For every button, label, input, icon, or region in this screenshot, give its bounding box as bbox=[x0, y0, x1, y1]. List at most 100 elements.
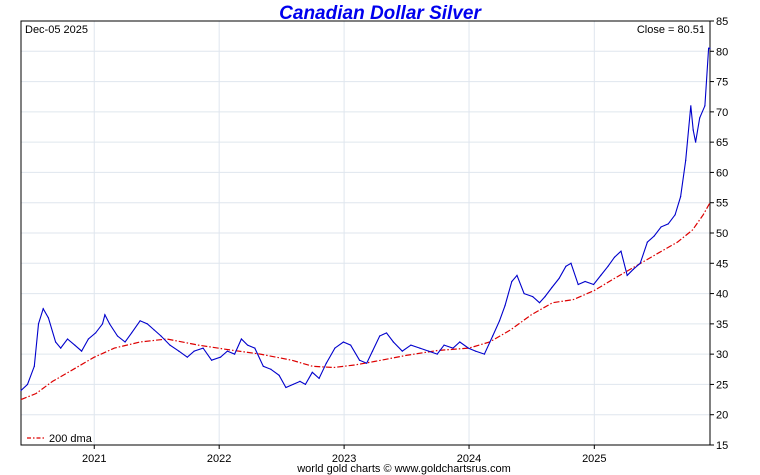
price-point bbox=[410, 344, 412, 346]
price-point bbox=[577, 283, 579, 286]
x-tick-label: 2021 bbox=[82, 453, 106, 465]
y-axis: 15 20 25 30 35 40 45 50 55 60 65 70 75 80 85 bbox=[710, 16, 728, 452]
price-point bbox=[660, 226, 662, 228]
y-tick-label: 75 bbox=[716, 77, 728, 89]
price-point bbox=[639, 262, 641, 264]
y-tick-label: 15 bbox=[716, 440, 728, 452]
price-point bbox=[270, 368, 272, 370]
price-point bbox=[685, 159, 687, 161]
price-point bbox=[708, 47, 710, 49]
price-point bbox=[704, 105, 706, 107]
y-tick-label: 65 bbox=[716, 137, 728, 149]
series-200-dma-line bbox=[20, 202, 711, 401]
price-point bbox=[695, 141, 697, 143]
price-point bbox=[385, 332, 388, 334]
price-point bbox=[366, 362, 368, 364]
price-point bbox=[443, 344, 445, 346]
price-point bbox=[33, 365, 35, 367]
price-point bbox=[620, 250, 622, 252]
y-tick-label: 20 bbox=[716, 410, 728, 422]
price-point bbox=[153, 329, 155, 331]
price-point bbox=[428, 350, 430, 352]
price-point bbox=[130, 332, 133, 334]
price-point bbox=[690, 105, 692, 107]
price-point bbox=[311, 371, 313, 373]
price-point bbox=[692, 129, 694, 131]
price-point bbox=[87, 338, 90, 340]
price-point bbox=[436, 353, 438, 355]
price-point bbox=[139, 320, 141, 322]
price-point bbox=[558, 277, 560, 280]
price-point bbox=[211, 359, 213, 361]
legend-label-200-dma: 200 dma bbox=[49, 433, 93, 445]
price-point bbox=[551, 286, 553, 289]
price-point bbox=[709, 47, 711, 49]
price-point bbox=[66, 338, 69, 340]
x-tick-label: 2024 bbox=[457, 453, 481, 465]
grid-lines bbox=[21, 20, 710, 446]
price-point bbox=[278, 374, 280, 376]
y-tick-label: 40 bbox=[716, 289, 728, 301]
price-point bbox=[146, 323, 148, 325]
price-point bbox=[538, 302, 541, 304]
price-point bbox=[262, 365, 264, 367]
price-point bbox=[342, 341, 345, 343]
price-point bbox=[646, 241, 648, 243]
price-point bbox=[607, 265, 609, 267]
x-axis: 2021 2022 2023 2024 2025 bbox=[82, 445, 607, 465]
price-point bbox=[511, 280, 513, 283]
date-label: Dec-05 2025 bbox=[25, 24, 88, 36]
price-point bbox=[452, 347, 454, 349]
price-point bbox=[193, 350, 195, 352]
price-points bbox=[20, 47, 711, 392]
price-point bbox=[600, 274, 602, 276]
y-tick-label: 45 bbox=[716, 258, 728, 270]
price-point bbox=[516, 274, 518, 276]
price-point bbox=[37, 323, 40, 325]
price-point bbox=[20, 389, 22, 392]
price-point bbox=[186, 356, 188, 358]
price-point bbox=[419, 347, 421, 349]
price-point bbox=[169, 344, 171, 346]
price-point bbox=[379, 335, 381, 337]
price-point bbox=[160, 335, 162, 337]
price-point bbox=[246, 344, 249, 346]
price-point bbox=[467, 347, 469, 349]
price-point bbox=[371, 350, 374, 352]
price-point bbox=[401, 350, 403, 352]
price-point bbox=[474, 350, 477, 352]
price-point bbox=[544, 296, 546, 298]
price-point bbox=[325, 362, 327, 364]
y-tick-label: 35 bbox=[716, 319, 728, 331]
price-point bbox=[699, 117, 701, 119]
price-point bbox=[570, 262, 572, 264]
price-point bbox=[104, 314, 106, 316]
y-tick-label: 50 bbox=[716, 228, 728, 240]
price-point bbox=[60, 347, 62, 349]
price-point bbox=[233, 353, 236, 355]
price-point bbox=[304, 383, 307, 386]
price-point bbox=[124, 341, 126, 343]
price-point bbox=[178, 350, 180, 352]
price-point bbox=[459, 341, 461, 343]
price-point bbox=[109, 323, 111, 325]
y-tick-label: 60 bbox=[716, 167, 728, 179]
price-point bbox=[95, 332, 97, 334]
price-point bbox=[334, 347, 336, 349]
price-point bbox=[498, 320, 501, 322]
price-point bbox=[532, 296, 534, 298]
price-point bbox=[74, 344, 76, 346]
price-point bbox=[483, 353, 486, 355]
price-point bbox=[101, 323, 104, 325]
price-point bbox=[226, 350, 228, 352]
price-point bbox=[565, 265, 567, 267]
y-tick-label: 85 bbox=[716, 16, 728, 28]
price-point bbox=[613, 256, 616, 258]
price-point bbox=[254, 347, 256, 349]
y-tick-label: 30 bbox=[716, 349, 728, 361]
price-point bbox=[584, 280, 586, 283]
x-tick-label: 2023 bbox=[332, 453, 356, 465]
price-point bbox=[492, 335, 494, 337]
price-point bbox=[653, 235, 655, 237]
price-point bbox=[674, 214, 676, 216]
